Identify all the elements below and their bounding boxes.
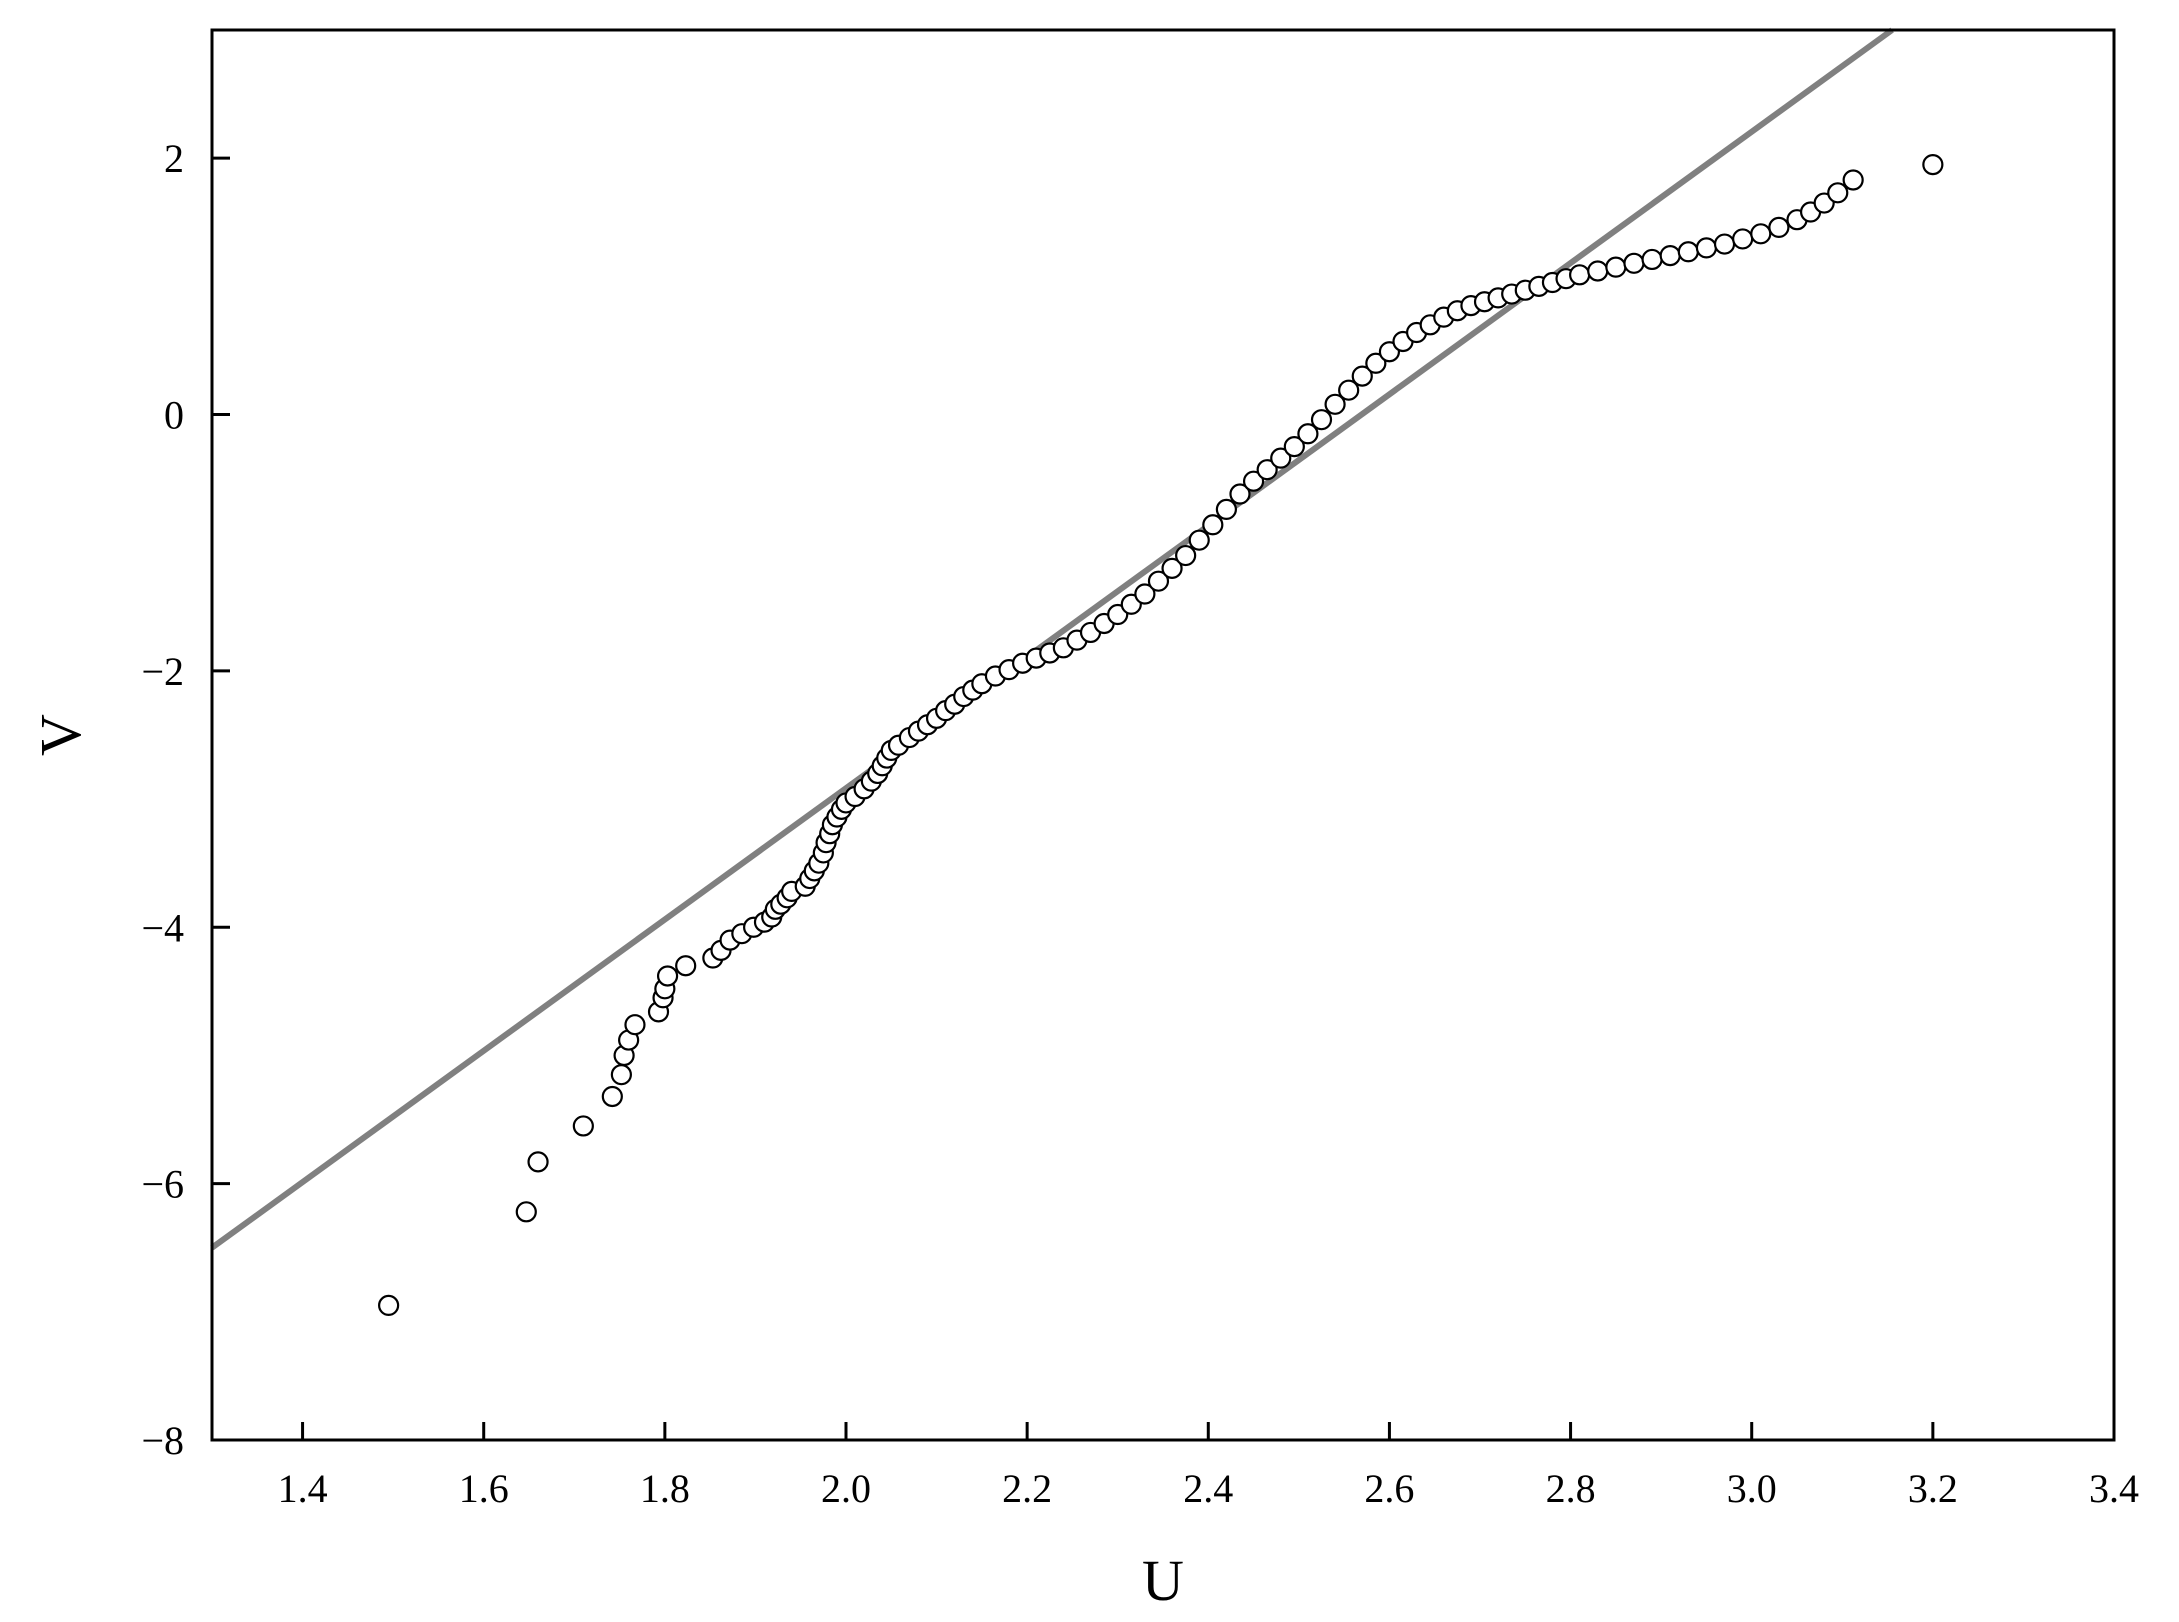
data-point [601,1085,623,1108]
data-point [1338,379,1360,401]
y-tick-label: −4 [141,905,184,950]
data-point [1659,245,1681,267]
data-point [1147,570,1170,592]
data-point [1623,252,1645,274]
data-point [675,955,697,977]
data-point [624,1014,646,1036]
data-point [1310,409,1333,431]
x-tick-label: 1.8 [640,1466,690,1511]
data-point [1324,393,1346,415]
data-point [1351,365,1373,387]
fit-line-layer [210,27,1894,1251]
x-tick-label: 3.4 [2089,1466,2139,1511]
data-point [1215,498,1238,520]
x-tick-label: 2.6 [1364,1466,1414,1511]
data-point [1270,447,1292,469]
y-tick-label: −2 [141,649,184,694]
data-point [1161,557,1183,579]
data-point [610,1064,632,1086]
x-tick-label: 2.0 [821,1466,871,1511]
data-point [1188,529,1210,551]
plot-frame [210,28,2116,1442]
data-point [1768,216,1790,238]
data-point [1229,483,1251,505]
x-tick-label: 2.8 [1546,1466,1596,1511]
x-tick-label: 1.4 [278,1466,328,1511]
data-point [1202,514,1224,536]
data-point [1922,153,1944,176]
y-tick-label: −8 [141,1418,184,1463]
data-point [527,1151,549,1173]
x-axis-label: U [1142,1548,1184,1613]
data-point [1842,169,1864,191]
x-tick-label: 2.2 [1002,1466,1052,1511]
data-point [1134,583,1156,605]
data-points-layer [378,153,1944,1317]
data-point [1297,423,1319,445]
data-point [1641,248,1663,271]
data-point [1695,237,1718,259]
data-point [515,1201,537,1223]
data-point [1569,264,1591,286]
x-tick-label: 3.2 [1908,1466,1958,1511]
data-point [1713,233,1736,255]
data-point [1827,182,1849,204]
y-axis-label: V [28,714,93,756]
y-tick-label: −6 [141,1162,184,1207]
y-tick-label: 2 [164,136,184,181]
y-axis-ticks: −8 −6 −4 −2 0 2 [141,136,230,1463]
data-point [1175,544,1197,567]
data-point [378,1294,400,1317]
data-point [1242,470,1265,492]
data-point [1365,352,1387,374]
data-point [1605,256,1627,278]
x-tick-label: 3.0 [1727,1466,1777,1511]
data-point [1732,228,1754,250]
data-point [1283,435,1305,458]
data-point [656,965,679,987]
fit-line [210,27,1894,1251]
x-axis-ticks: 1.4 1.6 1.8 2.0 2.2 2.4 2.6 2.8 3.0 3.2 3.4 [278,1422,2139,1511]
data-point [1677,241,1699,263]
data-point [1256,459,1278,481]
x-tick-label: 2.4 [1183,1466,1233,1511]
data-point [1587,260,1609,282]
data-point [572,1115,594,1137]
y-tick-label: 0 [164,393,184,438]
data-point [1750,223,1772,245]
x-tick-label: 1.6 [459,1466,509,1511]
